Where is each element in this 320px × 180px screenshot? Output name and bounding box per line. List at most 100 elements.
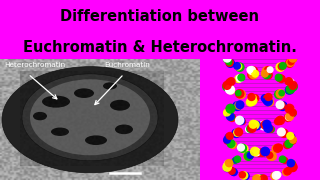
Point (278, 66, 283, 69)
Point (248, 154, 253, 157)
Point (228, 81, 233, 84)
Point (226, 162, 231, 165)
Point (225, 112, 230, 115)
Point (280, 158, 285, 161)
Point (268, 68, 273, 71)
Point (279, 130, 284, 133)
Point (236, 92, 241, 94)
Point (237, 66, 242, 69)
Point (257, 179, 262, 180)
Point (243, 175, 248, 177)
Point (247, 68, 252, 71)
Point (289, 136, 294, 139)
Point (252, 123, 258, 126)
Point (287, 62, 292, 65)
Point (267, 154, 272, 157)
Point (259, 151, 264, 154)
Point (287, 88, 292, 91)
Point (229, 80, 234, 83)
Point (251, 70, 256, 73)
Point (231, 171, 236, 174)
Point (227, 108, 232, 111)
Point (290, 166, 295, 169)
Point (228, 116, 234, 119)
Ellipse shape (2, 67, 178, 173)
Point (288, 135, 293, 138)
Point (252, 97, 258, 100)
Point (226, 163, 231, 166)
Point (246, 155, 251, 158)
Point (225, 166, 230, 168)
Point (281, 158, 286, 161)
Point (237, 119, 242, 122)
Point (291, 58, 296, 61)
Point (274, 147, 279, 150)
Point (288, 108, 293, 111)
Point (227, 88, 232, 91)
Point (280, 131, 285, 134)
Point (269, 155, 274, 158)
Point (290, 140, 295, 143)
Point (278, 119, 283, 122)
Point (251, 123, 256, 126)
Point (276, 93, 281, 96)
Point (240, 120, 245, 123)
Point (253, 72, 258, 75)
Point (236, 77, 241, 80)
Point (288, 60, 293, 63)
Point (284, 143, 290, 146)
Point (246, 128, 251, 131)
Point (252, 150, 257, 153)
Point (261, 124, 266, 127)
Point (288, 61, 293, 64)
Point (291, 85, 296, 87)
Point (256, 178, 261, 180)
Point (225, 85, 230, 88)
Point (254, 177, 259, 180)
Point (225, 139, 230, 142)
Point (251, 96, 256, 99)
Point (228, 107, 233, 110)
Point (254, 124, 259, 127)
Point (266, 73, 271, 76)
Point (244, 155, 250, 158)
Point (227, 81, 232, 84)
Point (275, 173, 280, 176)
Point (288, 81, 293, 84)
Ellipse shape (51, 128, 69, 136)
Ellipse shape (115, 125, 133, 134)
Point (263, 150, 268, 153)
Point (290, 85, 295, 88)
Point (227, 134, 232, 137)
Point (248, 101, 253, 104)
Point (237, 103, 243, 106)
Point (267, 101, 272, 104)
Point (290, 139, 295, 142)
Point (235, 158, 240, 161)
Point (235, 64, 240, 67)
Point (239, 93, 244, 96)
Point (227, 135, 232, 138)
Point (290, 112, 295, 115)
Point (283, 159, 288, 162)
Point (264, 96, 269, 99)
Text: Differentiation between: Differentiation between (60, 9, 260, 24)
Point (225, 57, 230, 60)
Point (228, 115, 233, 118)
Point (288, 88, 293, 91)
Ellipse shape (33, 112, 47, 120)
Point (275, 120, 280, 123)
Point (236, 104, 241, 107)
Point (284, 170, 290, 173)
Point (224, 58, 229, 61)
Point (225, 167, 230, 170)
Point (276, 76, 281, 79)
Point (279, 104, 284, 107)
Text: Euchromatin: Euchromatin (104, 62, 150, 68)
Point (238, 146, 244, 149)
Point (230, 170, 236, 173)
Point (237, 77, 243, 80)
Point (270, 155, 276, 158)
Point (269, 128, 274, 131)
Point (264, 70, 269, 73)
